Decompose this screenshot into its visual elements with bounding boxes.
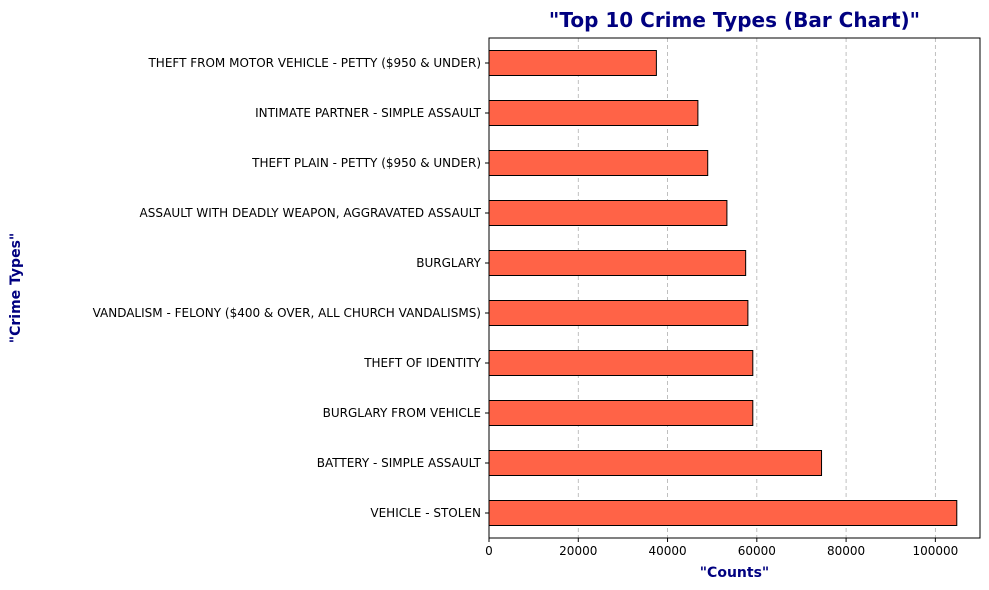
bar: [488, 400, 754, 426]
bar: [488, 450, 823, 476]
plot-frame: [488, 37, 981, 539]
bar: [488, 500, 958, 526]
x-tick-label: 0: [485, 544, 493, 558]
x-axis-label: "Counts": [700, 565, 769, 581]
y-tick-label: BURGLARY FROM VEHICLE: [323, 406, 481, 420]
y-tick-label: ASSAULT WITH DEADLY WEAPON, AGGRAVATED A…: [140, 206, 482, 220]
y-axis: VEHICLE - STOLEN BATTERY - SIMPLE ASSAULT…: [93, 56, 489, 520]
y-tick-label: BATTERY - SIMPLE ASSAULT: [317, 456, 482, 470]
x-axis: 0 20000 40000 60000 80000 100000: [485, 538, 958, 558]
bar: [488, 350, 754, 376]
bar: [488, 50, 657, 76]
y-tick-label: BURGLARY: [416, 256, 481, 270]
bar: [488, 100, 699, 126]
chart-title: "Top 10 Crime Types (Bar Chart)": [549, 8, 920, 32]
bar: [488, 250, 747, 276]
bar: [488, 300, 749, 326]
y-tick-label: VEHICLE - STOLEN: [370, 506, 481, 520]
x-tick-label: 20000: [559, 544, 597, 558]
y-tick-label: VANDALISM - FELONY ($400 & OVER, ALL CHU…: [93, 306, 481, 320]
y-tick-label: THEFT PLAIN - PETTY ($950 & UNDER): [251, 156, 481, 170]
bar: [488, 150, 709, 176]
y-tick-label: THEFT OF IDENTITY: [363, 356, 481, 370]
x-tick-label: 80000: [827, 544, 865, 558]
bar: [488, 200, 728, 226]
bars: [488, 50, 958, 526]
y-axis-label: "Crime Types": [8, 233, 24, 343]
y-tick-label: THEFT FROM MOTOR VEHICLE - PETTY ($950 &…: [147, 56, 481, 70]
x-tick-label: 60000: [738, 544, 776, 558]
x-tick-label: 100000: [912, 544, 958, 558]
x-tick-label: 40000: [648, 544, 686, 558]
y-tick-label: INTIMATE PARTNER - SIMPLE ASSAULT: [255, 106, 482, 120]
